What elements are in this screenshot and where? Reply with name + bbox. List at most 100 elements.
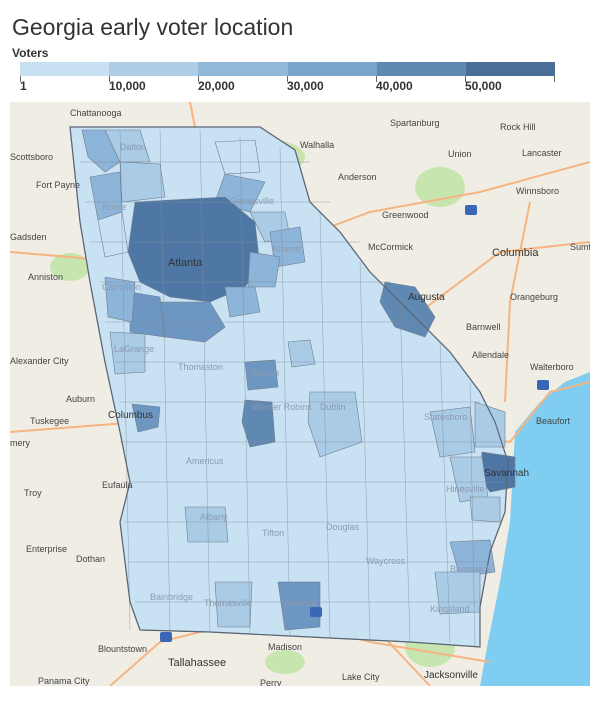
county-dahlonega bbox=[214, 139, 261, 175]
label-anderson: Anderson bbox=[338, 172, 377, 182]
label-walhalla: Walhalla bbox=[300, 140, 334, 150]
label-bainbridge: Bainbridge bbox=[150, 592, 193, 602]
label-winnsboro: Winnsboro bbox=[516, 186, 559, 196]
label-waycross: Waycross bbox=[366, 556, 406, 566]
label-emery: mery bbox=[10, 438, 30, 448]
legend-label-10000: 10,000 bbox=[109, 79, 146, 93]
label-lagrange: LaGrange bbox=[114, 344, 154, 354]
label-walterboro: Walterboro bbox=[530, 362, 574, 372]
county-dublin bbox=[307, 391, 363, 458]
county-east-metro-2 bbox=[224, 286, 261, 318]
legend-swatch-5 bbox=[376, 62, 466, 76]
county-valdosta bbox=[277, 581, 321, 631]
label-savannah: Savannah bbox=[484, 468, 529, 479]
county-macon bbox=[244, 359, 279, 391]
label-carrollton: Carrollton bbox=[102, 282, 141, 292]
county-houston bbox=[241, 399, 276, 448]
label-columbia: Columbia bbox=[492, 247, 539, 259]
legend-swatch-2 bbox=[109, 62, 199, 76]
legend-swatch-6 bbox=[465, 62, 556, 76]
label-hinesville: Hinesville bbox=[446, 484, 485, 494]
county-coast-1 bbox=[469, 496, 501, 523]
label-statesboro: Statesboro bbox=[424, 412, 468, 422]
county-effingham bbox=[474, 401, 506, 448]
chart-title: Georgia early voter location bbox=[12, 14, 294, 40]
label-douglas: Douglas bbox=[326, 522, 360, 532]
label-augusta: Augusta bbox=[408, 292, 445, 303]
label-perry: Perry bbox=[260, 678, 282, 686]
label-rock-hill: Rock Hill bbox=[500, 122, 536, 132]
label-tallahassee: Tallahassee bbox=[168, 657, 226, 669]
georgia-border bbox=[69, 126, 509, 648]
label-brunswick: Brunswick bbox=[450, 564, 492, 574]
legend-swatch-4 bbox=[287, 62, 377, 76]
county-carroll-south bbox=[129, 291, 166, 338]
label-dothan: Dothan bbox=[76, 554, 105, 564]
label-barnwell: Barnwell bbox=[466, 322, 501, 332]
label-warner-robins: Warner Robins bbox=[252, 402, 312, 412]
counties bbox=[81, 129, 516, 631]
county-central-e bbox=[287, 339, 316, 368]
label-gainesville: Gainesville bbox=[230, 196, 274, 206]
label-beaufort: Beaufort bbox=[536, 416, 571, 426]
county-borders bbox=[80, 129, 505, 648]
label-chattanooga: Chattanooga bbox=[70, 108, 122, 118]
label-thomaston: Thomaston bbox=[178, 362, 223, 372]
legend-label-40000: 40,000 bbox=[376, 79, 413, 93]
label-gadsden: Gadsden bbox=[10, 232, 47, 242]
legend-labels: 1 10,000 20,000 30,000 40,000 50,000 bbox=[20, 79, 555, 95]
label-fort-payne: Fort Payne bbox=[36, 180, 80, 190]
label-allendale: Allendale bbox=[472, 350, 509, 360]
legend-label-50000: 50,000 bbox=[465, 79, 502, 93]
highway-shields bbox=[160, 205, 549, 642]
label-auburn: Auburn bbox=[66, 394, 95, 404]
county-albany bbox=[184, 506, 229, 543]
county-nw-2 bbox=[119, 161, 166, 203]
map-canvas[interactable]: Chattanooga Spartanburg Rock Hill Scotts… bbox=[10, 102, 590, 686]
legend-label-30000: 30,000 bbox=[287, 79, 324, 93]
label-blountstown: Blountstown bbox=[98, 644, 147, 654]
label-kingsland: Kingsland bbox=[430, 604, 470, 614]
label-greenwood: Greenwood bbox=[382, 210, 429, 220]
label-albany: Albany bbox=[200, 512, 228, 522]
county-lagrange bbox=[109, 331, 146, 375]
place-labels: Chattanooga Spartanburg Rock Hill Scotts… bbox=[10, 108, 590, 686]
atlantic-ocean bbox=[480, 372, 590, 686]
county-columbus bbox=[131, 403, 161, 433]
legend-ticks bbox=[20, 76, 555, 84]
label-valdosta: Valdosta bbox=[282, 598, 316, 608]
legend-swatch-3 bbox=[198, 62, 288, 76]
label-troy: Troy bbox=[24, 488, 42, 498]
label-tifton: Tifton bbox=[262, 528, 284, 538]
label-orangeburg: Orangeburg bbox=[510, 292, 558, 302]
label-lake-city: Lake City bbox=[342, 672, 380, 682]
label-sumter: Sumt bbox=[570, 242, 590, 252]
label-dalton: Dalton bbox=[120, 142, 146, 152]
label-eufaula: Eufaula bbox=[102, 480, 133, 490]
color-legend bbox=[20, 62, 556, 76]
map-svg[interactable]: Chattanooga Spartanburg Rock Hill Scotts… bbox=[10, 102, 590, 686]
label-athens: Athens bbox=[272, 244, 301, 254]
label-columbus: Columbus bbox=[108, 410, 153, 421]
label-macon: Macon bbox=[252, 368, 279, 378]
label-thomasville: Thomasville bbox=[204, 598, 252, 608]
label-alexander-city: Alexander City bbox=[10, 356, 69, 366]
label-panama-city: Panama City bbox=[38, 676, 90, 686]
label-anniston: Anniston bbox=[28, 272, 63, 282]
label-lancaster: Lancaster bbox=[522, 148, 562, 158]
label-dublin: Dublin bbox=[320, 402, 346, 412]
label-jacksonville: Jacksonville bbox=[424, 670, 478, 681]
legend-label-20000: 20,000 bbox=[198, 79, 235, 93]
label-atlanta: Atlanta bbox=[168, 257, 203, 269]
label-tuskegee: Tuskegee bbox=[30, 416, 69, 426]
label-americus: Americus bbox=[186, 456, 224, 466]
legend-swatch-1 bbox=[20, 62, 110, 76]
county-brunswick bbox=[449, 539, 496, 578]
label-madison: Madison bbox=[268, 642, 302, 652]
county-nw-1 bbox=[81, 129, 121, 173]
label-mccormick: McCormick bbox=[368, 242, 413, 252]
county-east-metro bbox=[247, 251, 281, 288]
label-spartanburg: Spartanburg bbox=[390, 118, 440, 128]
label-scottsboro: Scottsboro bbox=[10, 152, 53, 162]
label-union: Union bbox=[448, 149, 472, 159]
